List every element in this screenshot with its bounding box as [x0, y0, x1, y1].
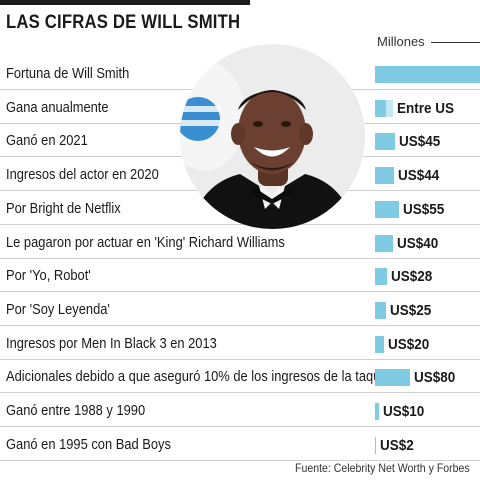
category-label: Le pagaron por actuar en 'King' Richard …: [6, 233, 285, 251]
data-label: US$45: [398, 133, 441, 151]
top-rule: [0, 0, 250, 5]
data-label: US$20: [387, 335, 430, 353]
table-row: Adicionales debido a que aseguró 10% de …: [0, 360, 480, 394]
units-line: [431, 42, 480, 43]
source-note: Fuente: Celebrity Net Worth y Forbes: [295, 461, 470, 475]
row-divider: [0, 358, 480, 360]
bar: [375, 301, 386, 319]
bar: [375, 403, 380, 420]
data-label: US$2: [379, 436, 414, 454]
row-divider: [0, 324, 480, 326]
row-divider: [0, 291, 480, 293]
table-row: Por 'Soy Leyenda' US$25: [0, 293, 480, 326]
table-row: Por 'Yo, Robot' US$28: [0, 259, 480, 293]
bar: [375, 200, 400, 218]
table-row: Ganó entre 1988 y 1990 US$10: [0, 394, 480, 427]
data-label: US$80: [414, 369, 456, 387]
category-label: Ganó en 2021: [6, 132, 88, 150]
bar-range: [386, 99, 393, 117]
bar: [375, 234, 393, 252]
bar: [375, 369, 411, 387]
data-label: US$55: [403, 200, 445, 218]
data-label: US$28: [391, 268, 433, 286]
category-label: Gana anualmente: [6, 98, 109, 116]
table-row: Ingresos por Men In Black 3 en 2013 US$20: [0, 327, 480, 360]
row-divider: [0, 459, 480, 461]
category-label: Ganó en 1995 con Bad Boys: [6, 435, 171, 453]
category-label: Por 'Soy Leyenda': [6, 300, 110, 318]
units-label: Millones: [377, 34, 425, 49]
data-label: Entre US: [396, 99, 454, 117]
row-divider: [0, 426, 480, 427]
chart-title: LAS CIFRAS DE WILL SMITH: [6, 12, 241, 33]
category-label: Ganó entre 1988 y 1990: [6, 402, 146, 419]
row-divider: [0, 257, 480, 259]
row-divider: [0, 392, 480, 394]
bar: [375, 335, 384, 353]
portrait-photo: [180, 44, 365, 229]
bar: [375, 66, 480, 83]
bar: [375, 436, 376, 454]
bar: [375, 268, 388, 286]
category-label: Ingresos del actor en 2020: [6, 166, 159, 184]
data-label: US$40: [396, 234, 438, 252]
category-label: Por 'Yo, Robot': [6, 267, 91, 285]
data-label: US$25: [390, 301, 432, 319]
table-row: Le pagaron por actuar en 'King' Richard …: [0, 226, 480, 259]
category-label: Ingresos por Men In Black 3 en 2013: [6, 334, 217, 352]
bar: [375, 99, 386, 117]
category-label: Fortuna de Will Smith: [6, 65, 130, 82]
category-label: Por Bright de Netflix: [6, 199, 121, 217]
table-row: Ganó en 1995 con Bad Boys US$2: [0, 428, 480, 461]
data-label: US$10: [383, 403, 425, 420]
bar: [375, 167, 395, 185]
bar: [375, 133, 395, 151]
table-row: Por Bright de Netflix US$55: [0, 192, 480, 225]
row-divider: [0, 223, 480, 225]
data-label: US$44: [398, 167, 440, 185]
category-label: Adicionales debido a que aseguró 10% de …: [6, 368, 397, 386]
